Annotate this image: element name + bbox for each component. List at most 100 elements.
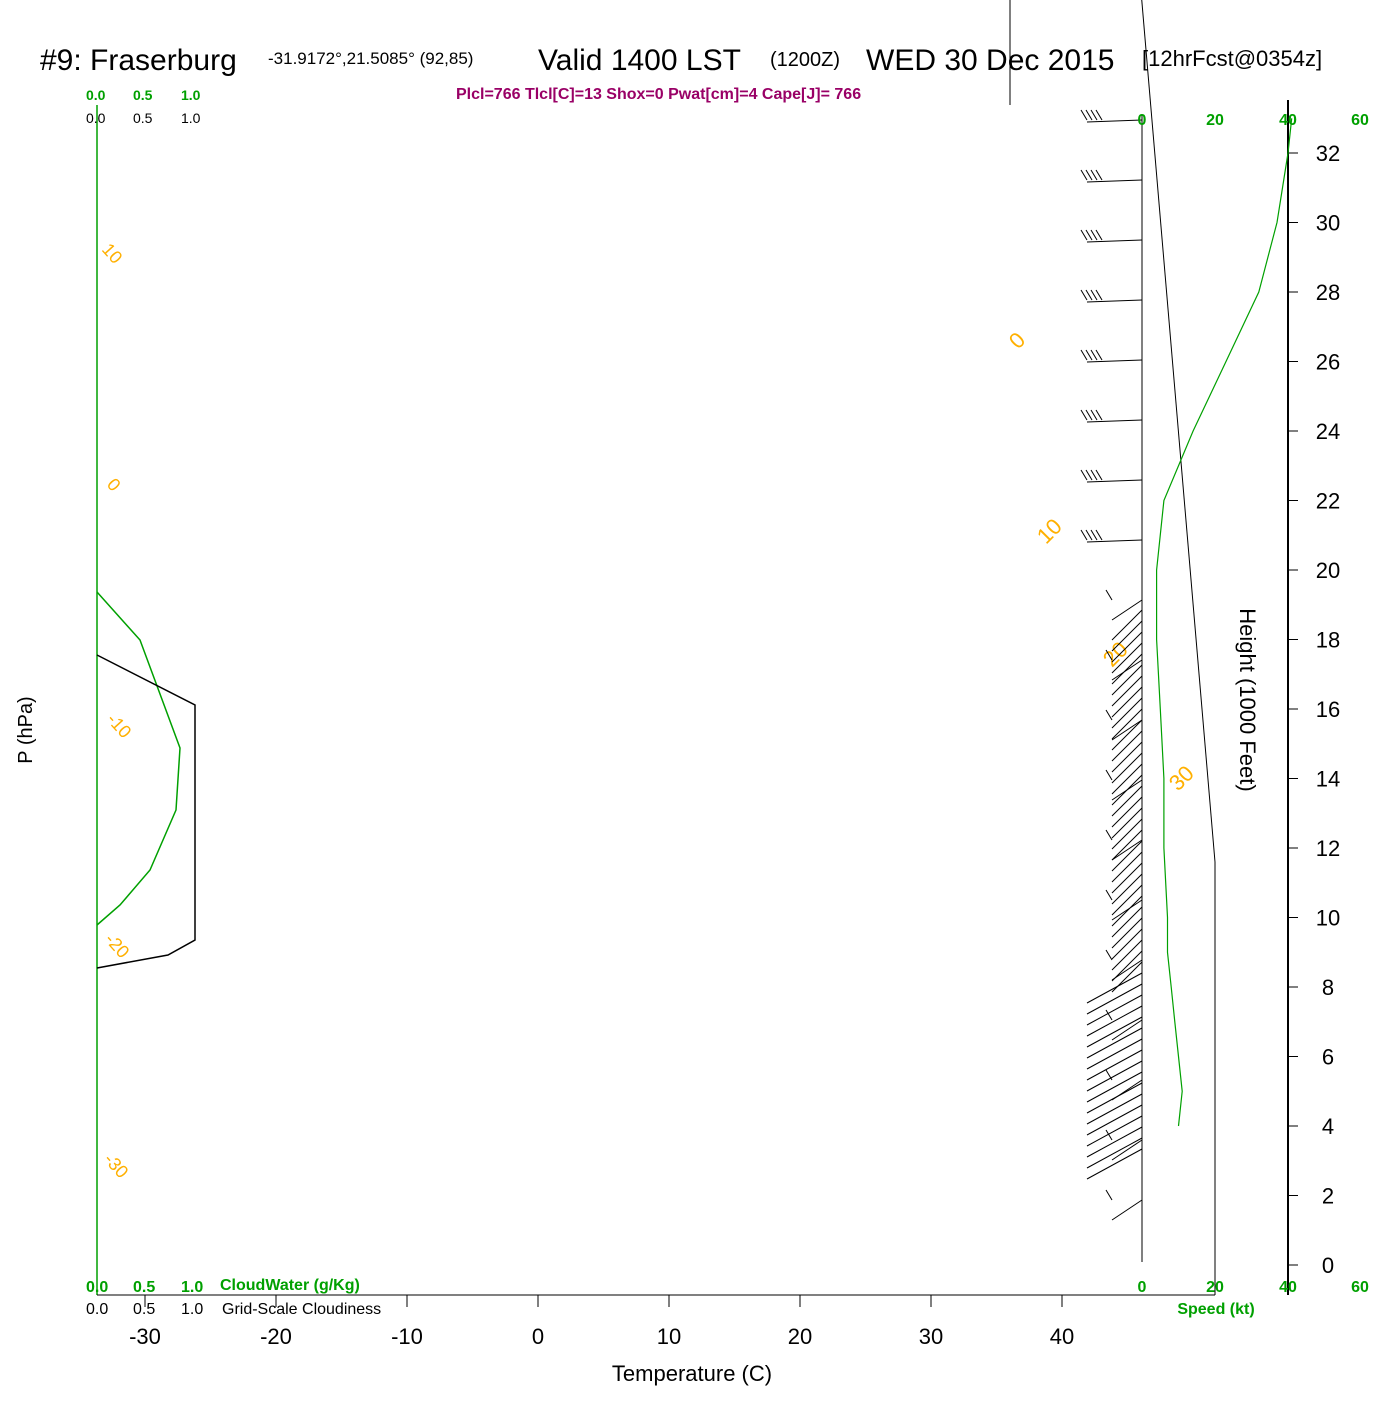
wind-barb-feather [1090, 409, 1098, 421]
wind-column-mask [1010, 0, 1215, 862]
wind-barb-feather [1080, 109, 1088, 121]
isotherm-label: 20 [1098, 637, 1133, 672]
height-tick-label: 6 [1322, 1045, 1334, 1070]
wind-barb-staff [1111, 774, 1143, 806]
wind-barb-staff [1086, 1137, 1143, 1169]
wind-barb-feather [1085, 289, 1093, 301]
wind-barb-feather [1105, 649, 1113, 661]
height-tick-label: 10 [1316, 906, 1340, 931]
wind-barb-staff [1111, 796, 1143, 828]
y-axis-label: P (hPa) [15, 696, 37, 763]
wind-barb-feather [1105, 829, 1113, 841]
cloudwater-line [96, 591, 181, 926]
wind-barb-staff [1111, 839, 1143, 861]
wind-barb-feather [1080, 289, 1088, 301]
top-cloudwater-scale: 0.0 0.5 1.0 [86, 87, 201, 103]
isotherm-label: 30 [1164, 761, 1199, 796]
wind-barb-feather [1095, 409, 1103, 421]
height-tick-label: 24 [1316, 419, 1340, 444]
wind-barb-feather [1085, 109, 1093, 121]
wind-barb-feather [1105, 709, 1113, 721]
indices-label: Plcl=766 Tlcl[C]=13 Shox=0 Pwat[cm]=4 Ca… [456, 86, 861, 103]
background-grid: 123581220100-10-20-300102030-30-20-10010… [96, 0, 1340, 1349]
speed-tick-label: 20 [1206, 112, 1224, 129]
date-label: WED 30 Dec 2015 [866, 44, 1114, 77]
height-tick-label: 26 [1316, 350, 1340, 375]
height-tick-label: 18 [1316, 628, 1340, 653]
wind-barb-feather [1080, 409, 1088, 421]
wind-barb-feather [1105, 589, 1113, 601]
wind-barb-staff [1111, 1199, 1143, 1221]
wind-barb-staff [1111, 659, 1143, 681]
height-axis-label: Height (1000 Feet) [1235, 608, 1260, 791]
speed-tick-label: 20 [1206, 1279, 1224, 1296]
wind-barb-staff [1086, 479, 1143, 483]
height-tick-label: 8 [1322, 975, 1334, 1000]
wind-barb-feather [1085, 409, 1093, 421]
wind-barb-staff [1086, 1115, 1143, 1147]
station-title: #9: Fraserburg [40, 44, 237, 77]
wind-barb-feather [1105, 769, 1113, 781]
wind-barb-staff [1086, 1104, 1143, 1136]
height-tick-label: 14 [1316, 767, 1340, 792]
cloudiness-tick: 1.0 [181, 1301, 203, 1318]
cloudiness-legend-label: Grid-Scale Cloudiness [222, 1301, 381, 1318]
speed-tick-label: 0 [1138, 1279, 1147, 1296]
wind-barb-feather [1090, 529, 1098, 541]
speed-tick-label: 0 [1138, 112, 1147, 129]
height-tick-label: 32 [1316, 141, 1340, 166]
wind-barb-staff [1111, 862, 1143, 894]
isotherm-label: -10 [103, 709, 135, 742]
wind-barb-feather [1080, 229, 1088, 241]
forecast-label: [12hrFcst@0354z] [1142, 46, 1322, 71]
wind-barb-feather [1090, 289, 1098, 301]
wind-barb-staff [1086, 1005, 1143, 1037]
cloudwater-tick: 0.0 [86, 1279, 108, 1296]
isotherm-label: 0 [1004, 327, 1030, 353]
speed-axis-label: Speed (kt) [1177, 1301, 1254, 1318]
wind-barb-staff [1111, 917, 1143, 949]
wind-barb-staff [1111, 807, 1143, 839]
utc-label: (1200Z) [770, 49, 840, 71]
wind-barb-feather [1080, 169, 1088, 181]
x-tick-label: 40 [1050, 1324, 1074, 1349]
valid-label: Valid 1400 LST [538, 44, 741, 77]
wind-barb-staff [1111, 829, 1143, 861]
wind-barb-feather [1105, 1189, 1113, 1201]
wind-barb-staff [1111, 818, 1143, 850]
wind-barb-staff [1086, 1071, 1143, 1103]
wind-barb-feather [1095, 169, 1103, 181]
wind-barb-feather [1085, 229, 1093, 241]
cloudwater-tick: 0.5 [133, 87, 153, 103]
wind-barb-staff [1086, 1060, 1143, 1092]
top-cloudiness-scale: 0.0 0.5 1.0 [86, 110, 201, 126]
wind-barb-staff [1111, 840, 1143, 872]
wind-barb-staff [1111, 899, 1143, 921]
wind-barb-staff [1111, 686, 1143, 718]
wind-barb-feather [1095, 349, 1103, 361]
isotherm-label: -20 [101, 929, 133, 962]
wind-barb-staff [1086, 239, 1143, 243]
wind-barb-staff [1086, 1038, 1143, 1070]
cloudwater-tick: 0.5 [133, 1279, 155, 1296]
cloudiness-line [96, 654, 196, 969]
station-coords: -31.9172°,21.5085° (92,85) [268, 49, 473, 68]
wind-barb-feather [1095, 109, 1103, 121]
wind-barb-feather [1080, 529, 1088, 541]
wind-barb-feather [1090, 169, 1098, 181]
cloudiness-tick: 0.0 [86, 110, 106, 126]
height-tick-label: 2 [1322, 1184, 1334, 1209]
wind-barb-staff [1111, 620, 1143, 652]
x-tick-label: -20 [260, 1324, 292, 1349]
wind-barb-staff [1086, 983, 1143, 1015]
cloudwater-tick: 1.0 [181, 1279, 203, 1296]
wind-barb-staff [1111, 884, 1143, 916]
wind-barb-feather [1080, 349, 1088, 361]
wind-barb-staff [1086, 359, 1143, 363]
height-tick-label: 20 [1316, 558, 1340, 583]
wind-barb-staff [1111, 785, 1143, 817]
wind-barb-staff [1086, 1093, 1143, 1125]
wind-barb-feather [1105, 889, 1113, 901]
